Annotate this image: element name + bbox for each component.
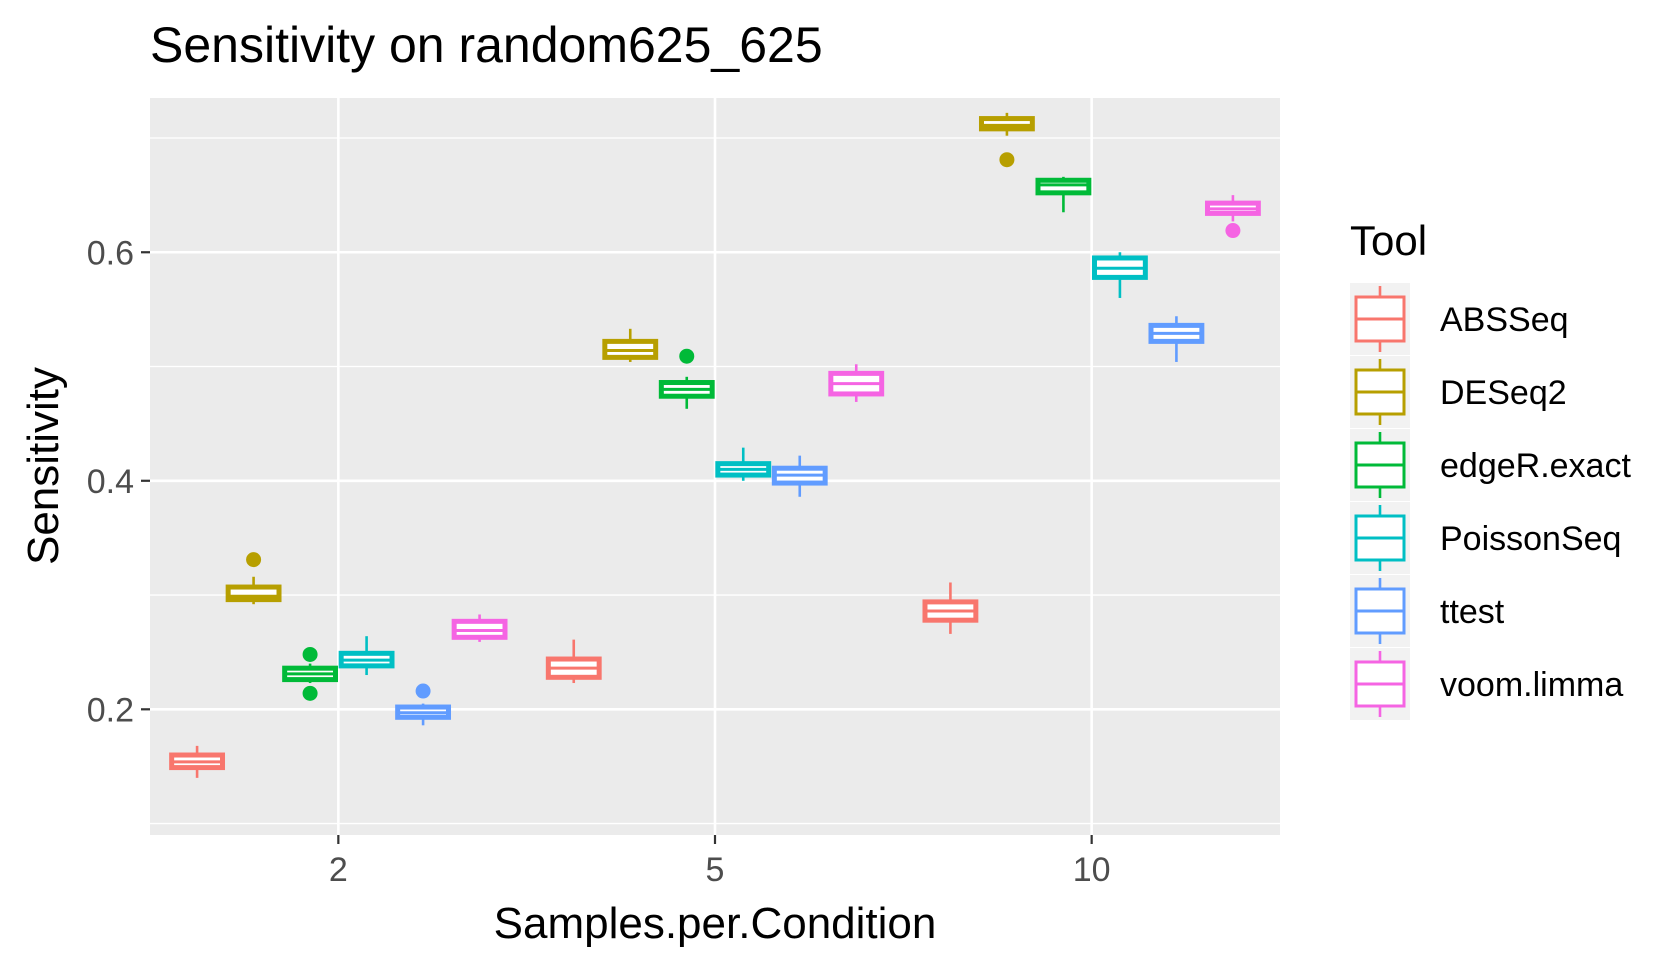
legend-item-ABSSeq: ABSSeq (1350, 283, 1569, 355)
legend-item-ttest: ttest (1350, 575, 1505, 647)
box-body (978, 116, 1035, 132)
outlier-point (302, 685, 318, 701)
y-tick-label: 0.6 (87, 234, 134, 272)
box-body (1035, 177, 1092, 196)
legend-item-edgeR.exact: edgeR.exact (1350, 429, 1631, 501)
box-ABSSeq-5 (545, 639, 602, 684)
outlier-point (302, 646, 318, 662)
y-tick-label: 0.2 (87, 691, 134, 729)
box-PoissonSeq-2 (338, 636, 395, 676)
grid-lines (150, 98, 1280, 835)
box-ttest-10 (1148, 316, 1205, 362)
box-edgeR.exact-10 (1035, 176, 1092, 213)
legend-label: voom.limma (1440, 666, 1623, 704)
legend: Tool ABSSeq DESeq2 edgeR.exact PoissonSeq tt… (1350, 217, 1631, 720)
box-PoissonSeq-5 (715, 447, 772, 481)
outlier-point (1225, 223, 1241, 239)
chart-title: Sensitivity on random625_625 (150, 17, 823, 73)
x-tick-label: 2 (329, 851, 348, 889)
box-DESeq2-2 (225, 552, 282, 605)
box-ttest-5 (771, 455, 828, 497)
x-tick-label: 10 (1073, 851, 1111, 889)
legend-label: DESeq2 (1440, 374, 1567, 412)
box-ABSSeq-2 (169, 745, 226, 778)
legend-label: ABSSeq (1440, 301, 1569, 339)
box-ttest-2 (395, 683, 452, 726)
outlier-point (246, 552, 262, 568)
legend-label: PoissonSeq (1440, 520, 1621, 558)
box-voom.limma-5 (828, 364, 885, 402)
box-ABSSeq-10 (922, 582, 979, 634)
box-DESeq2-5 (602, 328, 659, 362)
box-body (225, 584, 282, 603)
legend-title: Tool (1350, 217, 1427, 264)
x-axis-label: Samples.per.Condition (494, 899, 937, 948)
x-tick-label: 5 (706, 851, 725, 889)
outlier-point (999, 152, 1015, 168)
legend-item-DESeq2: DESeq2 (1350, 356, 1567, 428)
box-DESeq2-10 (978, 112, 1035, 168)
box-voom.limma-2 (451, 614, 508, 642)
box-layer (169, 112, 1261, 778)
legend-item-voom.limma: voom.limma (1350, 648, 1623, 720)
outlier-point (415, 683, 431, 699)
legend-label: edgeR.exact (1440, 447, 1631, 485)
legend-item-PoissonSeq: PoissonSeq (1350, 502, 1621, 574)
box-PoissonSeq-10 (1091, 252, 1148, 298)
box-edgeR.exact-2 (282, 646, 339, 701)
legend-label: ttest (1440, 593, 1505, 631)
y-tick-label: 0.4 (87, 463, 134, 501)
y-axis-label: Sensitivity (19, 367, 68, 565)
box-edgeR.exact-5 (658, 348, 715, 409)
outlier-point (679, 348, 695, 364)
box-voom.limma-10 (1204, 195, 1261, 239)
legend-items: ABSSeq DESeq2 edgeR.exact PoissonSeq ttest vo… (1350, 283, 1631, 720)
axes: 0.2 0.4 0.6 2 5 10 (87, 234, 1111, 889)
